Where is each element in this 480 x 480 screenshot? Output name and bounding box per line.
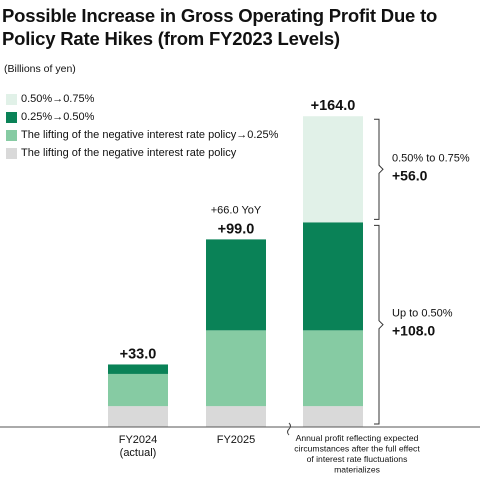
bracket-value: +56.0 <box>392 167 428 183</box>
legend-swatch <box>6 129 17 141</box>
category-label: FY2025 <box>217 434 256 446</box>
category-label: of interest rate fluctuations <box>307 454 408 464</box>
legend-swatch <box>6 93 17 105</box>
bracket <box>374 224 384 425</box>
bar-segment <box>303 116 363 223</box>
category-label: materializes <box>334 465 380 475</box>
total-label: +164.0 <box>311 98 356 114</box>
legend-item: 0.50%→0.75% <box>6 90 278 108</box>
category-label: circumstances after the full effect <box>294 444 420 454</box>
axis-break <box>287 422 291 436</box>
bar-segment <box>206 330 266 407</box>
legend-swatch <box>6 111 17 123</box>
category-label: FY2024 <box>119 434 158 446</box>
bar-segment <box>303 406 363 427</box>
bar-segment <box>206 406 266 427</box>
bar-segment <box>108 406 168 427</box>
legend-label: The lifting of the negative interest rat… <box>21 129 279 141</box>
bracket-value: +108.0 <box>392 323 435 339</box>
bar-segment <box>108 373 168 407</box>
category-label: (actual) <box>120 447 157 459</box>
legend-label: The lifting of the negative interest rat… <box>21 147 237 159</box>
chart-title: Possible Increase in Gross Operating Pro… <box>2 5 438 49</box>
bracket <box>374 118 384 220</box>
legend-item: 0.25%→0.50% <box>6 108 278 126</box>
legend-swatch <box>6 147 17 159</box>
bar-segment <box>206 239 266 331</box>
total-label: +33.0 <box>120 346 157 362</box>
legend-item: The lifting of the negative interest rat… <box>6 144 278 162</box>
legend-label: 0.25%→0.50% <box>21 111 95 123</box>
bracket-label: 0.50% to 0.75% <box>392 152 470 164</box>
legend-item: The lifting of the negative interest rat… <box>6 126 278 144</box>
bar-segment <box>108 364 168 374</box>
legend: 0.50%→0.75% 0.25%→0.50% The lifting of the… <box>6 90 278 162</box>
category-label: Annual profit reflecting expected <box>296 433 419 443</box>
bar-segment <box>303 222 363 331</box>
bar-segment <box>303 330 363 407</box>
units-label: (Billions of yen) <box>4 63 76 75</box>
total-label: +99.0 <box>218 221 255 237</box>
legend-label: 0.50%→0.75% <box>21 93 95 105</box>
yoy-note: +66.0 YoY <box>211 204 262 216</box>
bracket-label: Up to 0.50% <box>392 308 453 320</box>
